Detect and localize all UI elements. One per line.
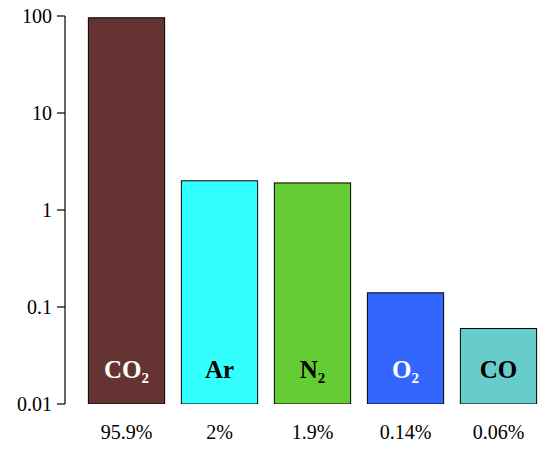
data-label: 0.14% — [380, 421, 432, 443]
bar — [88, 18, 164, 404]
data-label: 0.06% — [473, 421, 525, 443]
y-tick-label: 100 — [22, 5, 52, 27]
y-tick-label: 0.1 — [27, 296, 52, 318]
y-tick-label: 1 — [42, 199, 52, 221]
labels: CO₂ 95.9% Ar 2% N₂ 1.9% O₂ 0.14% CO 0.06% — [101, 356, 525, 443]
y-tick — [57, 403, 65, 404]
y-tick-label: 10 — [32, 102, 52, 124]
category-label: CO₂ — [104, 356, 149, 383]
data-label: 1.9% — [292, 421, 334, 443]
category-label: CO — [480, 356, 518, 383]
bar — [181, 181, 257, 404]
bar — [367, 293, 443, 404]
data-label: 95.9% — [101, 421, 153, 443]
bar — [274, 183, 350, 404]
y-tick-label: 0.01 — [17, 393, 52, 415]
category-label: O₂ — [392, 356, 419, 383]
bar — [460, 329, 536, 404]
y-tick — [57, 306, 65, 307]
y-tick — [57, 112, 65, 113]
category-label: N₂ — [300, 356, 326, 383]
data-label: 2% — [206, 421, 233, 443]
y-tick — [57, 209, 65, 210]
category-label: Ar — [205, 356, 234, 383]
chart: CO₂ 95.9% Ar 2% N₂ 1.9% O₂ 0.14% CO 0.06% 0.01 0.1 1… — [0, 0, 559, 455]
bars — [88, 18, 536, 404]
y-tick — [57, 15, 65, 16]
